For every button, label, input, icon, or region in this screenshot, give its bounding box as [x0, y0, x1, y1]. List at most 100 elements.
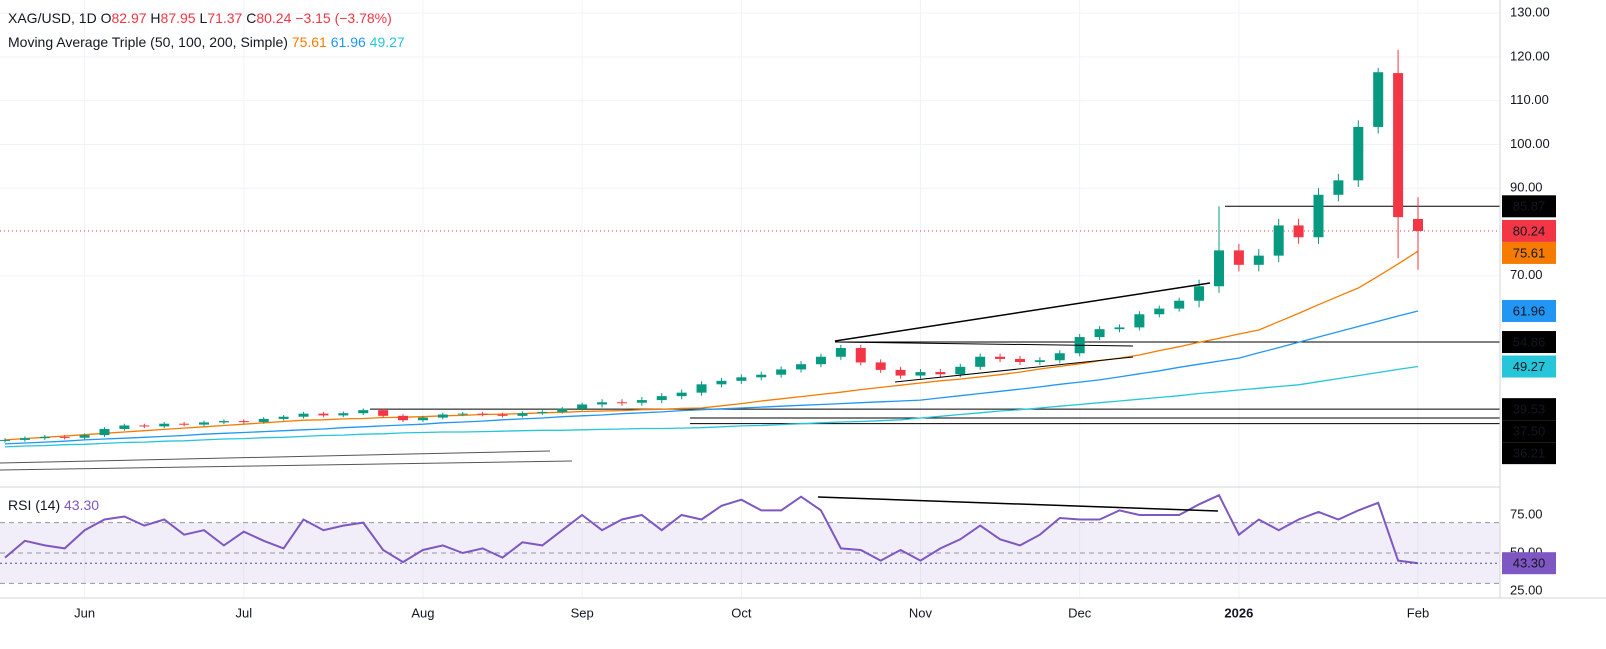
- candle-body: [1233, 250, 1244, 265]
- candle-body: [1034, 360, 1045, 362]
- candle-body: [656, 396, 667, 401]
- candle-body: [1293, 225, 1304, 238]
- candle-body: [1134, 314, 1145, 328]
- candle-body: [99, 428, 110, 436]
- ma-legend: Moving Average Triple (50, 100, 200, Sim…: [8, 34, 405, 50]
- candle-body: [1333, 180, 1344, 195]
- price-tag: [1502, 195, 1556, 218]
- candle-body: [378, 410, 389, 416]
- candle-body: [477, 413, 488, 415]
- price-tag: [1502, 241, 1556, 264]
- candle-body: [79, 435, 90, 438]
- price-tag-label: 49.27: [1513, 359, 1546, 374]
- ma-value: 75.61: [292, 34, 327, 50]
- candle-body: [1194, 286, 1205, 301]
- rsi-value: 43.30: [64, 497, 99, 513]
- candle-body: [1393, 73, 1404, 218]
- x-tick-label: Feb: [1407, 605, 1429, 620]
- plot: [0, 49, 1500, 565]
- price-tag-label: 37.50: [1513, 424, 1546, 439]
- price-tag-label: 36.21: [1513, 446, 1546, 461]
- ohlc-key: O: [101, 10, 112, 26]
- candle-body: [676, 392, 687, 397]
- y-tick-label: 100.00: [1510, 136, 1550, 151]
- trendline: [834, 341, 1134, 347]
- candle-body: [1014, 358, 1025, 362]
- y-tick-label: 120.00: [1510, 48, 1550, 63]
- x-tick-label: Sep: [571, 605, 594, 620]
- x-tick-label: Oct: [731, 605, 752, 620]
- price-tag-label: 80.24: [1513, 223, 1546, 238]
- trendline: [834, 282, 1211, 342]
- candle-body: [179, 423, 190, 425]
- candle-body: [995, 356, 1006, 359]
- x-tick-label: 2026: [1224, 605, 1253, 620]
- price-tag: [1502, 355, 1556, 378]
- x-tick-label: Jun: [74, 605, 95, 620]
- candle-body: [975, 356, 986, 367]
- price-tag-label: 85.87: [1513, 199, 1546, 214]
- rsi-tag: [1502, 552, 1556, 575]
- y-tick-label: 110.00: [1510, 92, 1549, 107]
- candle-body: [756, 374, 767, 378]
- candle-body: [577, 404, 588, 409]
- candle-body: [517, 413, 528, 416]
- candle-body: [437, 414, 448, 418]
- candle-body: [59, 436, 70, 438]
- rsi-tick-label: 25.00: [1510, 582, 1543, 597]
- moving-average: [4, 250, 1419, 441]
- x-tick-label: Aug: [411, 605, 434, 620]
- price-tag: [1502, 398, 1556, 421]
- candle-body: [1313, 194, 1324, 238]
- candle-body: [636, 400, 647, 403]
- ohlc-value: 80.24: [256, 10, 291, 26]
- candle-body: [815, 356, 826, 365]
- candle-body: [238, 421, 249, 423]
- candle-body: [776, 369, 787, 375]
- candle-body: [1094, 329, 1105, 338]
- candle-body: [1353, 126, 1364, 181]
- candle-body: [716, 380, 727, 385]
- candle-body: [1373, 72, 1384, 127]
- candle-body: [318, 413, 329, 416]
- price-tags: 85.87 80.24 75.61 61.96 54.86 49.27 39.53 37.50…: [1502, 195, 1556, 575]
- y-tick-label: 130.00: [1510, 5, 1550, 20]
- ma-name: Moving Average Triple (50, 100, 200, Sim…: [8, 34, 288, 50]
- rsi-tick-label: 75.00: [1510, 506, 1543, 521]
- candle-body: [557, 408, 568, 412]
- candle-body: [1174, 300, 1185, 309]
- change: −3.15 (−3.78%): [295, 10, 392, 26]
- candle-body: [1054, 353, 1065, 361]
- candle-body: [696, 384, 707, 393]
- ohlc-key: H: [150, 10, 160, 26]
- candle-body: [597, 402, 608, 405]
- x-tick-label: Dec: [1068, 605, 1092, 620]
- ohlc-key: C: [246, 10, 256, 26]
- candle-body: [935, 372, 946, 375]
- candle-body: [19, 438, 30, 440]
- price-tag: [1502, 299, 1556, 322]
- legend-header: XAG/USD, 1D O82.97 H87.95 L71.37 C80.24 …: [8, 10, 405, 513]
- candle-body: [119, 425, 130, 429]
- candle-body: [139, 425, 150, 427]
- candle-body: [1253, 255, 1264, 265]
- candle-body: [616, 402, 627, 404]
- ohlc-value: 87.95: [161, 10, 196, 26]
- moving-average: [4, 365, 1419, 448]
- candle-body: [497, 414, 508, 416]
- candle-body: [1413, 218, 1423, 231]
- candle-body: [258, 418, 269, 422]
- symbol: XAG/USD, 1D: [8, 10, 97, 26]
- candle-body: [338, 413, 349, 416]
- candle-body: [875, 362, 886, 370]
- rsi-line: [4, 493, 1419, 565]
- trendline: [894, 356, 1134, 383]
- candle-body: [1273, 225, 1284, 256]
- candle-body: [855, 347, 866, 363]
- price-tag: [1502, 219, 1556, 242]
- ma-value: 49.27: [370, 34, 405, 50]
- price-tag: [1502, 442, 1556, 465]
- trendline: [0, 450, 551, 464]
- x-tick-label: Nov: [909, 605, 933, 620]
